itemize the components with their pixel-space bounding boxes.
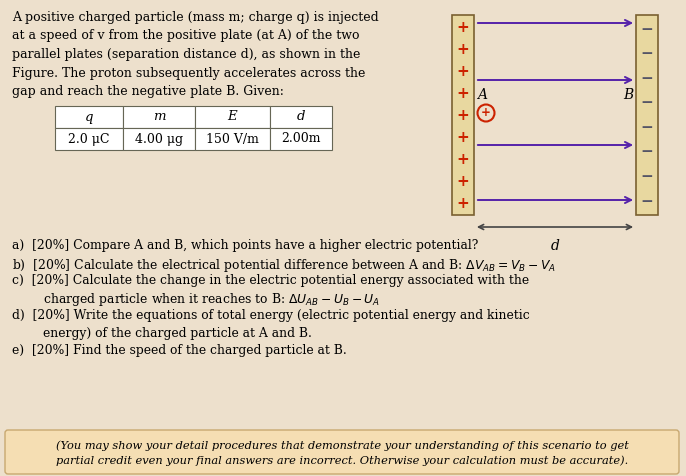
Text: +: +: [457, 129, 469, 145]
Text: +: +: [457, 173, 469, 188]
Text: +: +: [457, 86, 469, 100]
Text: +: +: [457, 196, 469, 210]
Text: −: −: [641, 46, 653, 61]
Text: −: −: [641, 95, 653, 110]
FancyBboxPatch shape: [5, 430, 679, 474]
Text: +: +: [457, 151, 469, 167]
Text: +: +: [457, 20, 469, 34]
Bar: [636, 15, 658, 215]
Text: +: +: [457, 41, 469, 57]
Text: −: −: [641, 169, 653, 184]
Text: m: m: [153, 110, 165, 123]
Bar: [55, 106, 123, 128]
Bar: [270, 106, 332, 128]
Bar: [195, 106, 270, 128]
Text: partial credit even your final answers are incorrect. Otherwise your calculation: partial credit even your final answers a…: [56, 455, 628, 466]
Bar: [123, 106, 195, 128]
Bar: [270, 128, 332, 150]
Text: B: B: [623, 88, 633, 102]
Text: gap and reach the negative plate B. Given:: gap and reach the negative plate B. Give…: [12, 85, 284, 98]
Text: d: d: [297, 110, 305, 123]
Text: 4.00 μg: 4.00 μg: [135, 132, 183, 146]
Text: b)  [20%] Calculate the electrical potential difference between A and B: $\Delta: b) [20%] Calculate the electrical potent…: [12, 257, 556, 274]
Text: a)  [20%] Compare A and B, which points have a higher electric potential?: a) [20%] Compare A and B, which points h…: [12, 239, 478, 252]
Text: d: d: [551, 239, 560, 253]
Text: E: E: [228, 110, 237, 123]
Text: 2.0 μC: 2.0 μC: [68, 132, 110, 146]
Bar: [452, 15, 474, 215]
Text: +: +: [481, 107, 491, 119]
Bar: [123, 128, 195, 150]
Text: Figure. The proton subsequently accelerates across the: Figure. The proton subsequently accelera…: [12, 67, 366, 79]
Text: −: −: [641, 120, 653, 135]
Text: +: +: [457, 108, 469, 122]
Text: A: A: [477, 88, 487, 102]
Bar: [195, 128, 270, 150]
Text: c)  [20%] Calculate the change in the electric potential energy associated with : c) [20%] Calculate the change in the ele…: [12, 274, 529, 287]
Text: (You may show your detail procedures that demonstrate your understanding of this: (You may show your detail procedures tha…: [56, 440, 628, 451]
Text: 150 V/m: 150 V/m: [206, 132, 259, 146]
Text: q: q: [85, 110, 93, 123]
Text: parallel plates (separation distance d), as shown in the: parallel plates (separation distance d),…: [12, 48, 360, 61]
Text: −: −: [641, 70, 653, 86]
Text: A positive charged particle (mass m; charge q) is injected: A positive charged particle (mass m; cha…: [12, 11, 379, 24]
Bar: [55, 128, 123, 150]
Text: at a speed of v from the positive plate (at A) of the two: at a speed of v from the positive plate …: [12, 30, 359, 42]
Text: −: −: [641, 21, 653, 37]
Text: −: −: [641, 144, 653, 159]
Text: d)  [20%] Write the equations of total energy (electric potential energy and kin: d) [20%] Write the equations of total en…: [12, 309, 530, 322]
Text: −: −: [641, 194, 653, 208]
Text: 2.00m: 2.00m: [281, 132, 321, 146]
Text: e)  [20%] Find the speed of the charged particle at B.: e) [20%] Find the speed of the charged p…: [12, 344, 346, 357]
Text: energy) of the charged particle at A and B.: energy) of the charged particle at A and…: [12, 327, 312, 339]
Text: charged particle when it reaches to B: $\Delta U_{AB} - U_B - U_A$: charged particle when it reaches to B: $…: [12, 291, 380, 308]
Text: +: +: [457, 63, 469, 79]
